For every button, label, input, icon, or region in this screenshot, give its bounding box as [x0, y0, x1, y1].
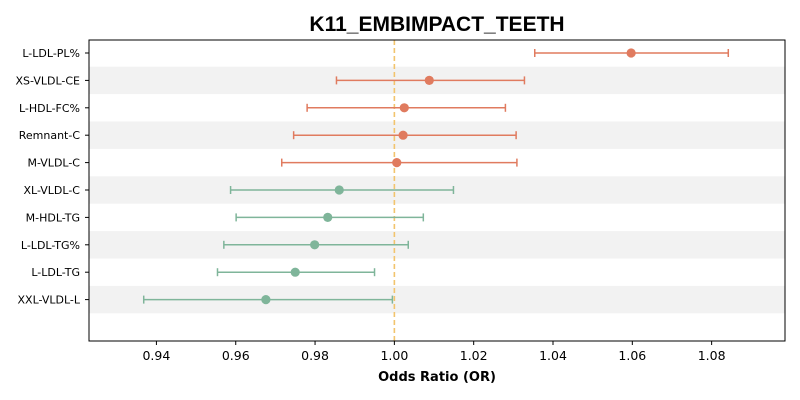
or-point [290, 267, 300, 277]
y-tick-label: M-HDL-TG [26, 211, 80, 224]
y-tick-label: Remnant-C [19, 129, 81, 142]
or-point [399, 103, 409, 113]
y-tick-label: L-LDL-TG% [21, 239, 80, 252]
y-tick-label: L-LDL-PL% [22, 47, 80, 60]
x-tick-label: 0.96 [222, 348, 250, 363]
axes-frame [88, 39, 786, 342]
x-tick-label: 0.94 [142, 348, 170, 363]
or-point [310, 240, 320, 250]
y-tick-label: M-VLDL-C [27, 157, 80, 170]
x-tick-label: 0.98 [301, 348, 329, 363]
or-point [626, 48, 636, 58]
or-point [261, 295, 271, 305]
x-tick-label: 1.08 [698, 348, 726, 363]
x-tick-label: 1.04 [539, 348, 567, 363]
y-tick-label: XXL-VLDL-L [18, 294, 81, 307]
x-tick-label: 1.00 [380, 348, 408, 363]
or-point [424, 75, 434, 85]
y-tick-label: L-LDL-TG [31, 266, 80, 279]
x-tick-label: 1.06 [618, 348, 646, 363]
y-tick-label: XL-VLDL-C [23, 184, 80, 197]
or-point [392, 158, 402, 168]
plot-area: L-LDL-PL% XS-VLDL-CE L-HDL-FC% Remnant-C M-V… [15, 39, 786, 363]
row-shade [89, 231, 785, 259]
or-point [334, 185, 344, 195]
or-point [323, 212, 333, 222]
y-tick-label: XS-VLDL-CE [15, 74, 80, 87]
x-axis-label: Odds Ratio (OR) [378, 370, 496, 385]
chart-title: K11_EMBIMPACT_TEETH [309, 13, 564, 36]
y-tick-label: L-HDL-FC% [19, 102, 80, 115]
x-tick-label: 1.02 [460, 348, 488, 363]
or-point [398, 130, 408, 140]
